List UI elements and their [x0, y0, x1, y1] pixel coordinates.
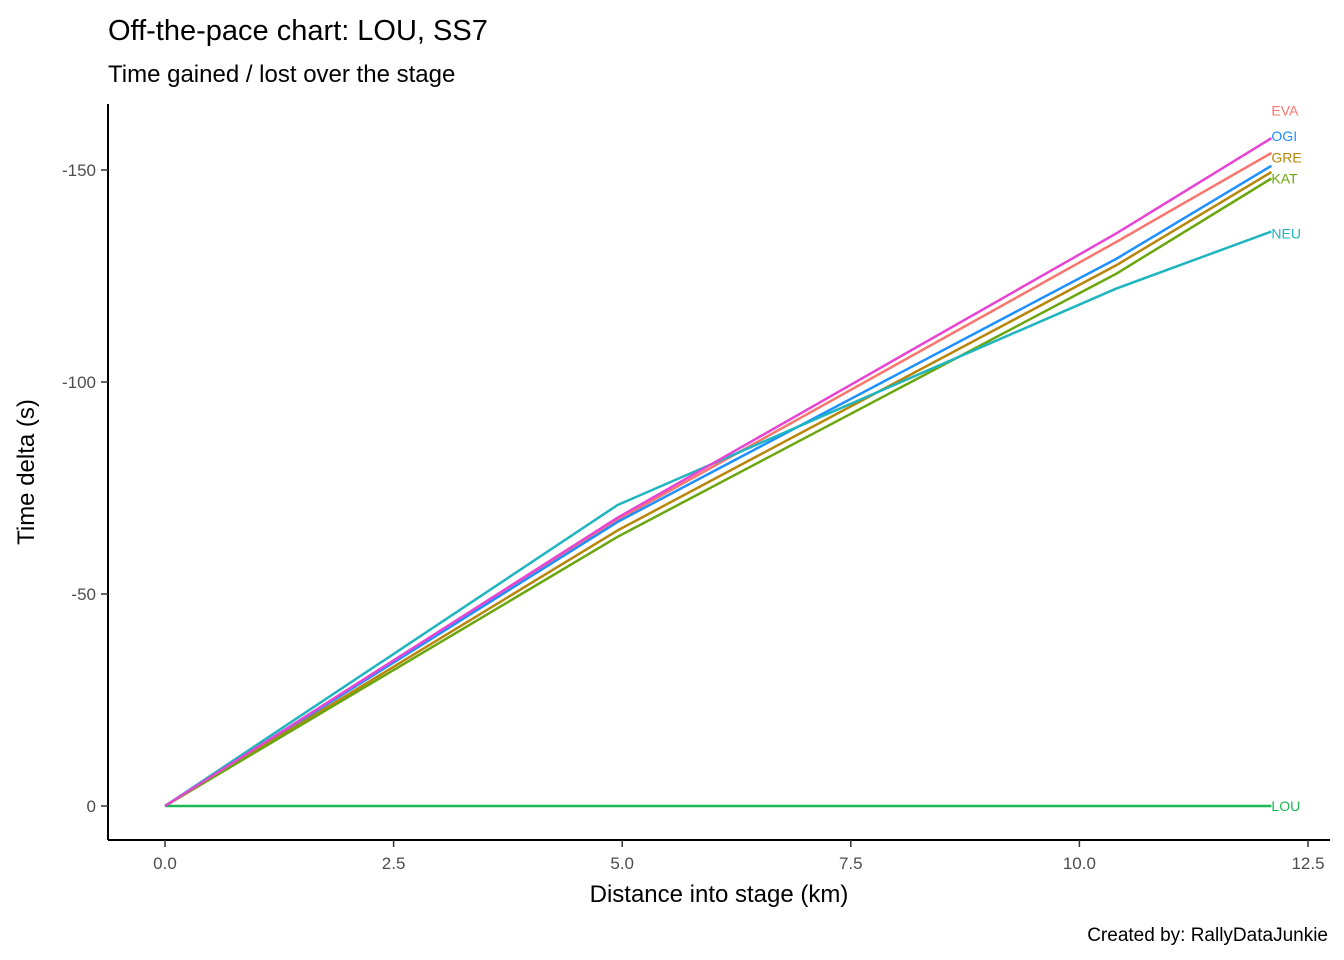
x-tick-label: 10.0 — [1063, 854, 1096, 873]
series-labels: EVA OGI GRE KAT NEU LOU — [1271, 103, 1301, 814]
series-label-lou: LOU — [1271, 798, 1300, 814]
x-tick-label: 7.5 — [839, 854, 863, 873]
y-tick-label: 0 — [87, 797, 96, 816]
series-lines — [164, 137, 1273, 808]
chart-title: Off-the-pace chart: LOU, SS7 — [108, 15, 488, 47]
x-tick-label: 5.0 — [610, 854, 634, 873]
y-tick-label: -100 — [62, 373, 96, 392]
y-axis-title: Time delta (s) — [13, 399, 40, 545]
x-tick-label: 12.5 — [1291, 854, 1324, 873]
caption: Created by: RallyDataJunkie — [1087, 925, 1328, 946]
series-label-neu: NEU — [1271, 226, 1301, 242]
series-line-ogi — [164, 164, 1273, 808]
x-axis-ticks: 0.0 2.5 5.0 7.5 10.0 12.5 — [153, 840, 1325, 873]
series-label-gre: GRE — [1271, 149, 1301, 165]
chart-subtitle: Time gained / lost over the stage — [108, 61, 455, 88]
x-axis-title: Distance into stage (km) — [590, 881, 849, 908]
series-label-eva: EVA — [1271, 103, 1299, 119]
series-line-neu — [164, 230, 1272, 808]
x-tick-label: 0.0 — [153, 854, 177, 873]
series-label-kat: KAT — [1271, 170, 1298, 186]
x-tick-label: 2.5 — [382, 854, 406, 873]
series-line-gre — [164, 171, 1273, 808]
series-label-ogi: OGI — [1271, 128, 1297, 144]
y-axis-ticks: 0 -50 -100 -150 — [62, 161, 108, 816]
series-line-unlabeled — [164, 137, 1273, 808]
series-line-kat — [164, 177, 1273, 808]
y-tick-label: -50 — [71, 585, 96, 604]
y-tick-label: -150 — [62, 161, 96, 180]
